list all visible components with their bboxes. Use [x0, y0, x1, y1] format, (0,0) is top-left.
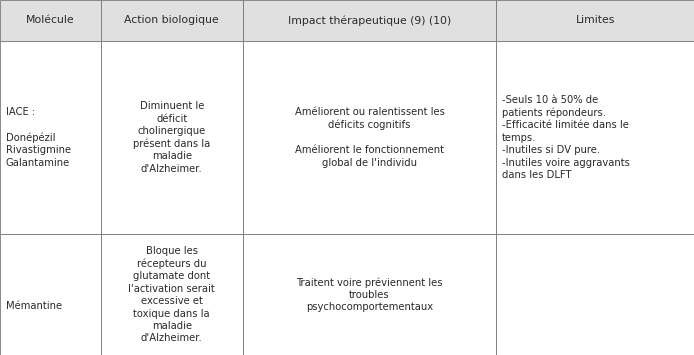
- Bar: [101, 234, 243, 355]
- Text: -Seuls 10 à 50% de
patients répondeurs.
-Efficacité limitée dans le
temps.
-Inut: -Seuls 10 à 50% de patients répondeurs. …: [502, 95, 629, 180]
- Bar: [101, 41, 243, 234]
- Bar: [0, 234, 101, 355]
- Text: Traitent voire préviennent les
troubles
psychocomportementaux: Traitent voire préviennent les troubles …: [296, 277, 443, 312]
- Text: IACE :

Donépézil
Rivastigmine
Galantamine: IACE : Donépézil Rivastigmine Galantamin…: [6, 108, 71, 168]
- Text: Diminuent le
déficit
cholinergique
présent dans la
maladie
d'Alzheimer.: Diminuent le déficit cholinergique prése…: [133, 101, 210, 174]
- Bar: [101, 0, 243, 41]
- Text: Action biologique: Action biologique: [124, 15, 219, 26]
- Bar: [496, 0, 694, 41]
- Text: Mémantine: Mémantine: [6, 301, 62, 311]
- Bar: [0, 41, 101, 234]
- Bar: [243, 41, 496, 234]
- Text: Limites: Limites: [575, 15, 615, 26]
- Text: Bloque les
récepteurs du
glutamate dont
l'activation serait
excessive et
toxique: Bloque les récepteurs du glutamate dont …: [128, 246, 215, 343]
- Bar: [243, 0, 496, 41]
- Bar: [496, 234, 694, 355]
- Bar: [496, 41, 694, 234]
- Bar: [243, 234, 496, 355]
- Text: Molécule: Molécule: [26, 15, 75, 26]
- Text: Impact thérapeutique (9) (10): Impact thérapeutique (9) (10): [288, 15, 451, 26]
- Text: Améliorent ou ralentissent les
déficits cognitifs

Améliorent le fonctionnement
: Améliorent ou ralentissent les déficits …: [295, 108, 444, 168]
- Bar: [0, 0, 101, 41]
